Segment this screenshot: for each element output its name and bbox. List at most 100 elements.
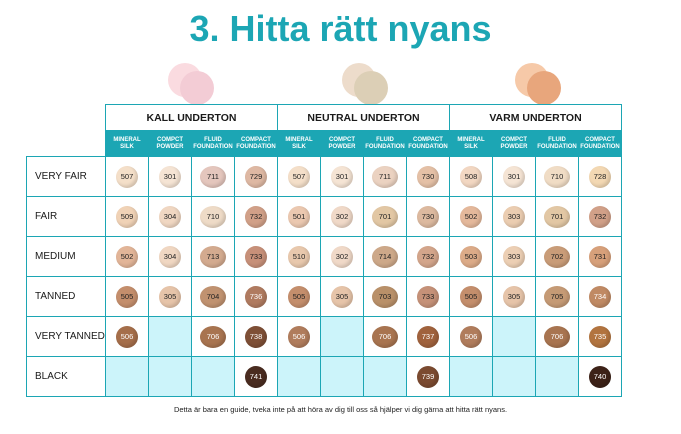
shade-swatch: 304 [159, 205, 181, 228]
shade-cell: 505 [105, 276, 149, 317]
shade-swatch: 733 [245, 245, 267, 268]
column-header: COMPCT POWDER [320, 130, 364, 157]
shade-swatch: 711 [200, 165, 226, 188]
shade-swatch: 739 [417, 365, 439, 388]
shade-swatch: 505 [288, 285, 310, 308]
empty-cell [492, 316, 536, 357]
shade-swatch: 714 [372, 245, 398, 268]
empty-cell [320, 356, 364, 397]
shade-cell: 738 [234, 316, 278, 357]
shade-swatch: 506 [288, 325, 310, 348]
shade-cell: 702 [535, 236, 579, 277]
shade-cell: 729 [234, 156, 278, 197]
empty-cell [320, 316, 364, 357]
shade-cell: 509 [105, 196, 149, 237]
shade-cell: 506 [449, 316, 493, 357]
shade-cell: 740 [578, 356, 622, 397]
shade-cell: 305 [320, 276, 364, 317]
shade-cell: 728 [578, 156, 622, 197]
shade-swatch: 733 [417, 285, 439, 308]
shade-swatch: 735 [589, 325, 611, 348]
shade-cell: 739 [406, 356, 450, 397]
shade-swatch: 703 [372, 285, 398, 308]
empty-cell [535, 356, 579, 397]
shade-cell: 714 [363, 236, 407, 277]
shade-cell: 302 [320, 236, 364, 277]
shade-swatch: 305 [503, 285, 525, 308]
shade-swatch: 710 [544, 165, 570, 188]
shade-cell: 304 [148, 196, 192, 237]
shade-cell: 713 [191, 236, 235, 277]
shade-cell: 507 [105, 156, 149, 197]
shade-cell: 703 [363, 276, 407, 317]
shade-cell: 701 [535, 196, 579, 237]
shade-swatch: 738 [245, 325, 267, 348]
page-title: 3. Hitta rätt nyans [189, 8, 492, 49]
shade-swatch: 740 [589, 365, 611, 388]
shade-swatch: 730 [417, 205, 439, 228]
shade-swatch: 506 [116, 325, 138, 348]
shade-cell: 737 [406, 316, 450, 357]
shade-cell: 733 [234, 236, 278, 277]
shade-cell: 733 [406, 276, 450, 317]
shade-swatch: 701 [544, 205, 570, 228]
shade-swatch: 507 [116, 165, 138, 188]
shade-swatch: 303 [503, 245, 525, 268]
shade-cell: 502 [105, 236, 149, 277]
shade-cell: 505 [277, 276, 321, 317]
shade-cell: 732 [234, 196, 278, 237]
shade-cell: 304 [148, 236, 192, 277]
shade-swatch: 505 [116, 285, 138, 308]
shade-swatch: 301 [331, 165, 353, 188]
shade-cell: 711 [363, 156, 407, 197]
shade-cell: 736 [234, 276, 278, 317]
shade-cell: 505 [449, 276, 493, 317]
shade-swatch: 732 [245, 205, 267, 228]
shade-cell: 301 [148, 156, 192, 197]
row-label: TANNED [26, 276, 106, 317]
empty-cell [191, 356, 235, 397]
shade-guide-table: KALL UNDERTON NEUTRAL UNDERTON VARM UNDERT… [26, 104, 622, 397]
shade-swatch: 734 [589, 285, 611, 308]
column-header: COMPACT FOUNDATION [578, 130, 622, 157]
shade-swatch: 509 [116, 205, 138, 228]
shade-cell: 501 [277, 196, 321, 237]
shade-cell: 507 [277, 156, 321, 197]
shade-cell: 508 [449, 156, 493, 197]
empty-cell [492, 356, 536, 397]
shade-cell: 711 [191, 156, 235, 197]
undertone-dots-neutral [342, 61, 394, 107]
shade-swatch: 301 [503, 165, 525, 188]
shade-cell: 303 [492, 196, 536, 237]
shade-cell: 303 [492, 236, 536, 277]
table-row: BLACK 741 739 740 [26, 356, 622, 397]
shade-swatch: 502 [460, 205, 482, 228]
shade-swatch: 305 [331, 285, 353, 308]
shade-swatch: 702 [544, 245, 570, 268]
shade-swatch: 713 [200, 245, 226, 268]
shade-swatch: 501 [288, 205, 310, 228]
shade-swatch: 732 [589, 205, 611, 228]
shade-swatch: 303 [503, 205, 525, 228]
shade-swatch: 711 [372, 165, 398, 188]
shade-cell: 705 [535, 276, 579, 317]
row-label: VERY TANNED [26, 316, 106, 357]
shade-cell: 701 [363, 196, 407, 237]
shade-cell: 732 [578, 196, 622, 237]
shade-cell: 506 [105, 316, 149, 357]
column-header: MINERAL SILK [105, 130, 149, 157]
shade-cell: 735 [578, 316, 622, 357]
shade-cell: 710 [535, 156, 579, 197]
shade-cell: 731 [578, 236, 622, 277]
shade-cell: 730 [406, 196, 450, 237]
column-header: COMPCT POWDER [148, 130, 192, 157]
empty-cell [105, 356, 149, 397]
shade-cell: 502 [449, 196, 493, 237]
row-label: FAIR [26, 196, 106, 237]
shade-swatch: 701 [372, 205, 398, 228]
swatch-dot-front [180, 71, 214, 105]
shade-cell: 506 [277, 316, 321, 357]
empty-cell [148, 316, 192, 357]
shade-swatch: 741 [245, 365, 267, 388]
shade-cell: 741 [234, 356, 278, 397]
